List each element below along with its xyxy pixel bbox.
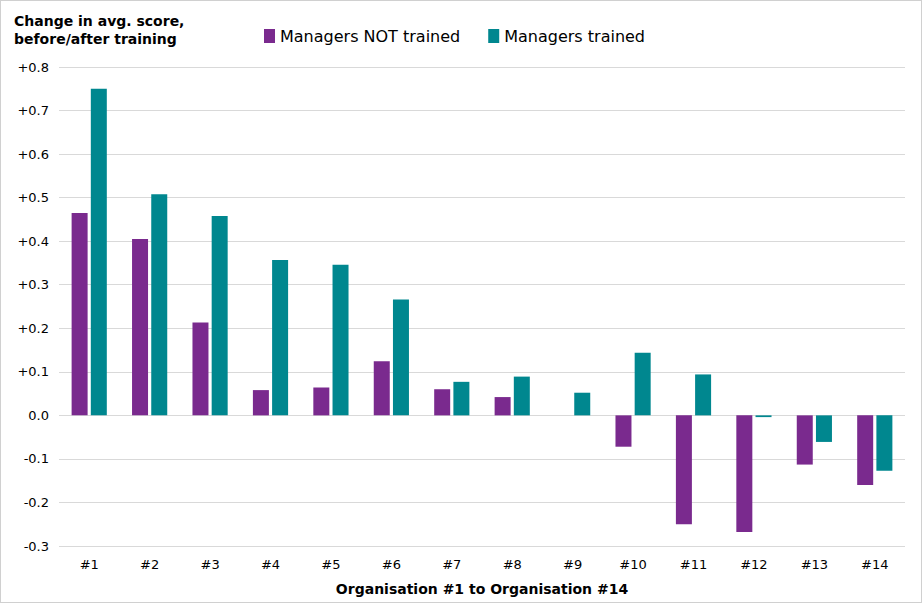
svg-text:#6: #6 [382, 557, 401, 572]
svg-text:Change in avg. score,: Change in avg. score, [14, 13, 184, 29]
svg-text:Organisation #1 to Organisatio: Organisation #1 to Organisation #14 [336, 581, 629, 597]
svg-text:#2: #2 [140, 557, 159, 572]
svg-text:#7: #7 [442, 557, 461, 572]
svg-text:+0.2: +0.2 [17, 321, 49, 336]
svg-text:Managers NOT trained: Managers NOT trained [280, 27, 460, 46]
svg-text:#11: #11 [680, 557, 707, 572]
svg-text:before/after training: before/after training [14, 31, 177, 47]
svg-text:#8: #8 [503, 557, 522, 572]
svg-text:-0.1: -0.1 [24, 451, 49, 466]
svg-text:#13: #13 [801, 557, 828, 572]
svg-text:+0.5: +0.5 [17, 190, 49, 205]
svg-text:#10: #10 [619, 557, 646, 572]
svg-text:#1: #1 [80, 557, 99, 572]
svg-text:+0.8: +0.8 [17, 60, 49, 75]
svg-text:#4: #4 [261, 557, 280, 572]
svg-text:#9: #9 [563, 557, 582, 572]
svg-text:0.0: 0.0 [28, 408, 49, 423]
svg-text:#3: #3 [200, 557, 219, 572]
svg-text:#12: #12 [740, 557, 767, 572]
svg-text:-0.3: -0.3 [24, 539, 49, 554]
svg-text:+0.7: +0.7 [17, 103, 49, 118]
svg-text:+0.3: +0.3 [17, 277, 49, 292]
svg-text:-0.2: -0.2 [24, 495, 49, 510]
svg-text:+0.1: +0.1 [17, 364, 49, 379]
svg-text:Managers trained: Managers trained [504, 27, 645, 46]
svg-text:+0.6: +0.6 [17, 147, 49, 162]
svg-text:#5: #5 [321, 557, 340, 572]
svg-text:#14: #14 [861, 557, 888, 572]
svg-text:+0.4: +0.4 [17, 234, 49, 249]
